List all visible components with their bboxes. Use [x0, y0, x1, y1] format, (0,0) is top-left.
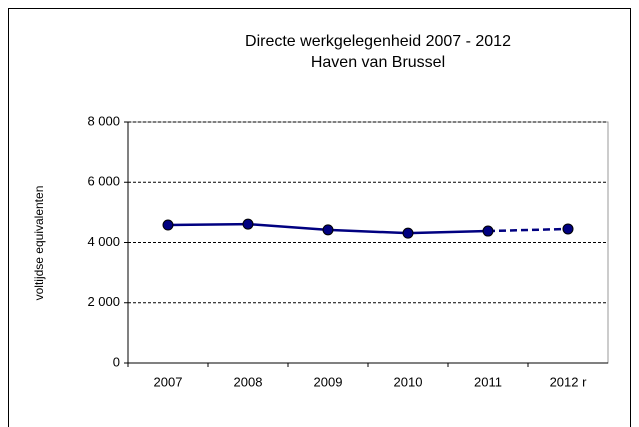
y-tick-label: 6 000 [87, 174, 120, 189]
x-tick-label: 2011 [474, 374, 502, 389]
y-axis-label: voltijdse equivalenten [32, 186, 46, 301]
y-tick-label: 0 [113, 354, 120, 369]
marker [482, 225, 494, 237]
marker [162, 219, 174, 231]
x-tick-label: 2009 [314, 374, 343, 389]
line-segment [167, 222, 249, 227]
line-segment [247, 222, 329, 232]
x-tick-label: 2008 [234, 374, 263, 389]
chart-subtitle: Haven van Brussel [311, 54, 445, 71]
marker [562, 223, 574, 235]
y-tick-label: 4 000 [87, 234, 120, 249]
marker [242, 218, 254, 230]
y-tick-label: 2 000 [87, 294, 120, 309]
line-segment-dashed [487, 227, 569, 233]
x-tick-label: 2007 [154, 374, 183, 389]
x-tick-label: 2010 [394, 374, 423, 389]
y-tick-label: 8 000 [87, 113, 120, 128]
x-tick-label: 2012 r [550, 374, 588, 389]
marker [402, 227, 414, 239]
line-segment [407, 229, 489, 235]
chart-title: Directe werkgelegenheid 2007 - 2012 [245, 33, 511, 50]
line-segment [327, 228, 409, 235]
marker [322, 224, 334, 236]
